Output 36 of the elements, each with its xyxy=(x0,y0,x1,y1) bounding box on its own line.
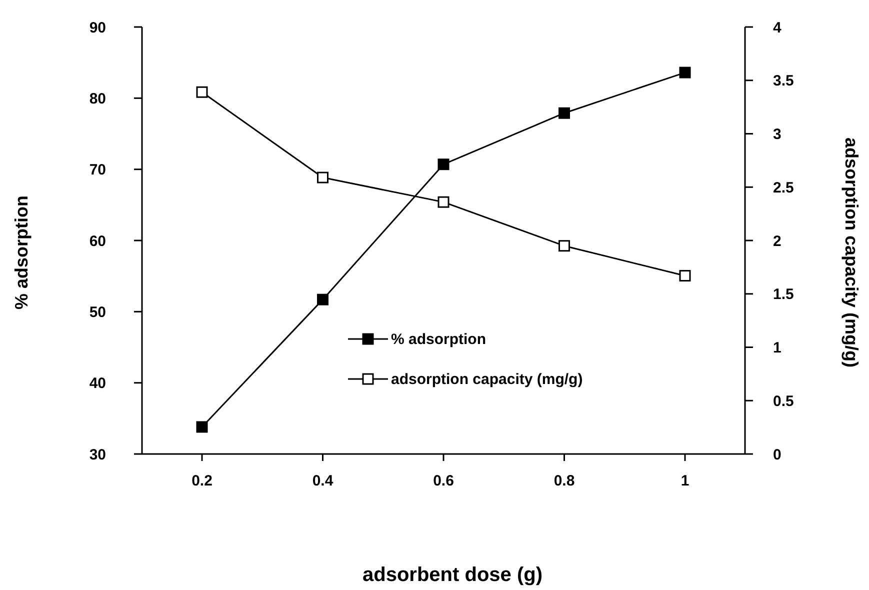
point xyxy=(438,196,450,208)
legend-label: adsorption capacity (mg/g) xyxy=(391,370,583,388)
y2-tick-label: 0.5 xyxy=(773,392,794,410)
y-tick-label: 80 xyxy=(89,90,106,108)
x-tick-label: 0.2 xyxy=(192,472,212,490)
x-axis-title: adsorbent dose (g) xyxy=(361,564,544,587)
y-tick-label: 60 xyxy=(89,232,106,250)
point xyxy=(317,172,328,184)
y2-tick-label: 1 xyxy=(773,340,782,357)
y2-tick-label: 2.5 xyxy=(773,179,794,196)
y2-tick-label: 0 xyxy=(773,446,782,464)
x-tick-label: 0.8 xyxy=(554,472,575,490)
y-tick-label: 50 xyxy=(89,304,106,321)
legend-label: % adsorption xyxy=(391,330,486,348)
x-tick-label: 0.4 xyxy=(312,472,334,490)
point xyxy=(317,294,328,306)
point xyxy=(196,421,208,433)
y-tick-label: 40 xyxy=(89,375,106,392)
x-tick-label: 1 xyxy=(680,472,690,490)
y2-tick-label: 2 xyxy=(773,232,782,250)
point xyxy=(558,240,570,252)
y2-axis-title: adsorption capacity (mg/g) xyxy=(840,136,862,370)
y-tick-label: 70 xyxy=(89,162,106,179)
y2-tick-label: 1.5 xyxy=(773,286,794,304)
y2-tick-label: 3.5 xyxy=(773,72,794,90)
y-axis-title: % adsorption xyxy=(12,194,32,312)
point xyxy=(679,270,691,282)
y-tick-label: 30 xyxy=(89,446,106,464)
y2-tick-label: 4 xyxy=(773,19,782,36)
y2-tick-label: 3 xyxy=(773,126,782,144)
x-tick-label: 0.6 xyxy=(433,472,454,490)
point xyxy=(558,107,570,119)
point xyxy=(196,86,208,98)
point xyxy=(679,66,691,78)
y-tick-label: 90 xyxy=(89,19,106,36)
point xyxy=(438,158,450,170)
